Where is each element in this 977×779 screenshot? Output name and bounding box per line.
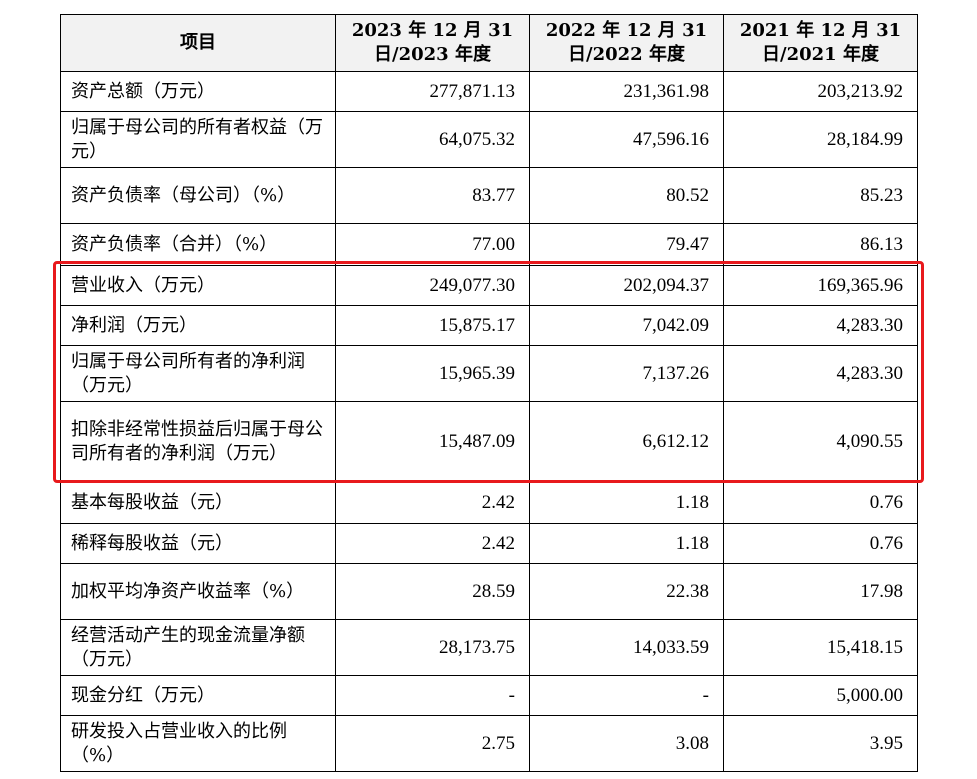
value-2023: 2.75 [335,715,530,772]
table-row: 净利润（万元） 15,875.17 7,042.09 4,283.30 [60,305,918,346]
table-row: 归属于母公司所有者的净利润（万元） 15,965.39 7,137.26 4,2… [60,345,918,402]
table-row: 扣除非经常性损益后归属于母公司所有者的净利润（万元） 15,487.09 6,6… [60,401,918,482]
value-2021: 4,283.30 [723,305,918,346]
value-2023: 28,173.75 [335,619,530,676]
value-2023: 77.00 [335,223,530,266]
table-row: 归属于母公司的所有者权益（万元） 64,075.32 47,596.16 28,… [60,111,918,168]
value-2021: 169,365.96 [723,265,918,306]
row-label: 资产负债率（合并）（%） [60,223,336,266]
header-2022: 2022 年 12 月 31 日/2022 年度 [529,14,724,72]
value-2021: 85.23 [723,167,918,224]
table-row: 加权平均净资产收益率（%） 28.59 22.38 17.98 [60,563,918,620]
financial-data-table: 项目 2023 年 12 月 31 日/2023 年度 2022 年 12 月 … [60,14,918,772]
value-2023: 28.59 [335,563,530,620]
value-2023: 15,487.09 [335,401,530,482]
value-2022: 80.52 [529,167,724,224]
value-2021: 5,000.00 [723,675,918,716]
value-2022: 231,361.98 [529,71,724,112]
value-2023: 277,871.13 [335,71,530,112]
row-label: 扣除非经常性损益后归属于母公司所有者的净利润（万元） [60,401,336,482]
row-label: 资产总额（万元） [60,71,336,112]
value-2023: 15,965.39 [335,345,530,402]
value-2023: - [335,675,530,716]
value-2021: 0.76 [723,481,918,524]
value-2023: 249,077.30 [335,265,530,306]
table-row: 经营活动产生的现金流量净额（万元） 28,173.75 14,033.59 15… [60,619,918,676]
table-row: 基本每股收益（元） 2.42 1.18 0.76 [60,481,918,524]
table-row: 研发投入占营业收入的比例（%） 2.75 3.08 3.95 [60,715,918,772]
row-label: 资产负债率（母公司）（%） [60,167,336,224]
value-2023: 15,875.17 [335,305,530,346]
table-row: 稀释每股收益（元） 2.42 1.18 0.76 [60,523,918,564]
value-2022: - [529,675,724,716]
value-2021: 86.13 [723,223,918,266]
value-2022: 22.38 [529,563,724,620]
value-2021: 4,090.55 [723,401,918,482]
header-row: 项目 2023 年 12 月 31 日/2023 年度 2022 年 12 月 … [60,14,918,72]
value-2022: 202,094.37 [529,265,724,306]
header-item: 项目 [60,14,336,72]
value-2021: 15,418.15 [723,619,918,676]
table-row: 资产负债率（合并）（%） 77.00 79.47 86.13 [60,223,918,266]
value-2021: 4,283.30 [723,345,918,402]
row-label: 基本每股收益（元） [60,481,336,524]
value-2021: 0.76 [723,523,918,564]
table-row: 营业收入（万元） 249,077.30 202,094.37 169,365.9… [60,265,918,306]
value-2021: 28,184.99 [723,111,918,168]
value-2022: 7,137.26 [529,345,724,402]
row-label: 经营活动产生的现金流量净额（万元） [60,619,336,676]
value-2023: 64,075.32 [335,111,530,168]
value-2023: 83.77 [335,167,530,224]
row-label: 稀释每股收益（元） [60,523,336,564]
table-row: 现金分红（万元） - - 5,000.00 [60,675,918,716]
value-2022: 7,042.09 [529,305,724,346]
value-2022: 1.18 [529,481,724,524]
table-row: 资产总额（万元） 277,871.13 231,361.98 203,213.9… [60,71,918,112]
value-2022: 47,596.16 [529,111,724,168]
row-label: 研发投入占营业收入的比例（%） [60,715,336,772]
row-label: 营业收入（万元） [60,265,336,306]
header-2023: 2023 年 12 月 31 日/2023 年度 [335,14,530,72]
row-label: 净利润（万元） [60,305,336,346]
row-label: 归属于母公司的所有者权益（万元） [60,111,336,168]
row-label: 归属于母公司所有者的净利润（万元） [60,345,336,402]
value-2021: 3.95 [723,715,918,772]
value-2022: 6,612.12 [529,401,724,482]
row-label: 加权平均净资产收益率（%） [60,563,336,620]
value-2022: 14,033.59 [529,619,724,676]
table-row: 资产负债率（母公司）（%） 83.77 80.52 85.23 [60,167,918,224]
value-2023: 2.42 [335,523,530,564]
value-2022: 79.47 [529,223,724,266]
value-2021: 203,213.92 [723,71,918,112]
value-2023: 2.42 [335,481,530,524]
header-2021: 2021 年 12 月 31 日/2021 年度 [723,14,918,72]
row-label: 现金分红（万元） [60,675,336,716]
value-2021: 17.98 [723,563,918,620]
value-2022: 1.18 [529,523,724,564]
value-2022: 3.08 [529,715,724,772]
